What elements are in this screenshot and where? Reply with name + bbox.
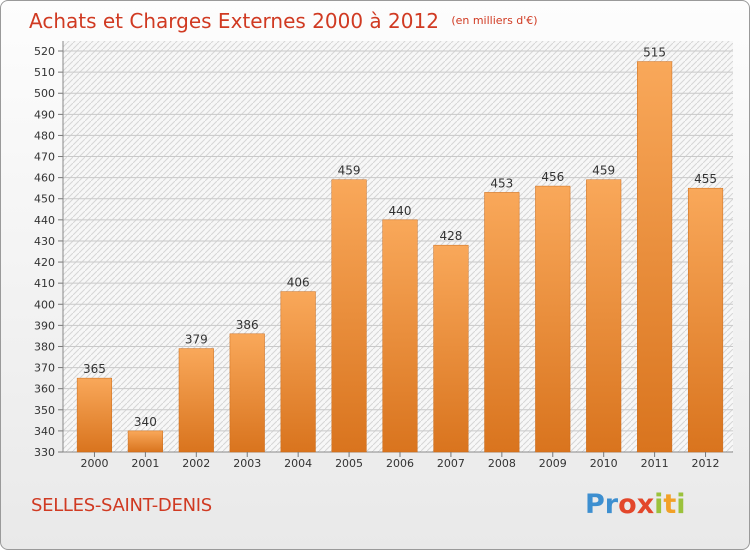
proxiti-logo: Proxiti <box>585 489 686 520</box>
data-labels: 365 340 379 386 406 459 440 428 453 456 459 515 455 <box>83 46 717 429</box>
x-tick-label: 2007 <box>437 457 465 470</box>
x-tick-label: 2011 <box>641 457 669 470</box>
x-tick-label: 2012 <box>692 457 720 470</box>
data-label: 456 <box>541 170 564 184</box>
logo-letter: t <box>663 489 677 520</box>
data-label: 340 <box>134 415 157 429</box>
y-tick-label: 450 <box>34 193 55 206</box>
x-tick-label: 2006 <box>386 457 414 470</box>
data-label: 379 <box>185 333 208 347</box>
bar <box>127 430 163 453</box>
data-label: 453 <box>490 176 513 190</box>
data-label: 515 <box>643 46 666 60</box>
chart-title: Achats et Charges Externes 2000 à 2012 (… <box>29 9 538 33</box>
logo-letter: i <box>676 489 686 520</box>
bar <box>229 333 265 453</box>
bar <box>178 348 214 453</box>
x-tick-label: 2004 <box>284 457 312 470</box>
y-tick-label: 510 <box>34 66 55 79</box>
bar <box>535 185 571 453</box>
bar <box>586 179 622 453</box>
y-tick-label: 390 <box>34 319 55 332</box>
y-tick-label: 400 <box>34 298 55 311</box>
x-tick-label: 2002 <box>182 457 210 470</box>
chart-title-text: Achats et Charges Externes 2000 à 2012 <box>29 9 439 33</box>
y-tick-label: 520 <box>34 45 55 58</box>
y-tick-label: 420 <box>34 256 55 269</box>
data-label: 428 <box>439 229 462 243</box>
commune-name: SELLES-SAINT-DENIS <box>31 495 212 516</box>
y-axis-ticks: 330 340 350 360 370 380 390 400 410 420 430 440 450 4… <box>34 45 55 459</box>
x-axis-ticks: 2000 2001 2002 2003 2004 2005 2006 2007 2008 2009… <box>80 452 720 470</box>
bar <box>484 192 520 453</box>
logo-letter: i <box>654 489 664 520</box>
logo-letter: x <box>636 489 655 520</box>
bar <box>280 291 316 453</box>
bar <box>687 187 724 453</box>
data-label: 406 <box>287 276 310 290</box>
x-tick-label: 2001 <box>131 457 159 470</box>
y-tick-label: 360 <box>34 383 55 396</box>
bar <box>433 244 469 453</box>
x-tick-label: 2005 <box>335 457 363 470</box>
y-tick-label: 460 <box>34 172 55 185</box>
data-label: 440 <box>389 204 412 218</box>
y-tick-label: 370 <box>34 362 55 375</box>
logo-letter: r <box>604 489 619 520</box>
data-label: 386 <box>236 318 259 332</box>
bars <box>76 61 724 453</box>
y-tick-label: 380 <box>34 340 55 353</box>
bar <box>331 179 367 453</box>
y-tick-label: 330 <box>34 446 55 459</box>
y-tick-label: 490 <box>34 108 55 121</box>
y-tick-label: 480 <box>34 129 55 142</box>
bar <box>637 61 673 453</box>
y-tick-label: 470 <box>34 151 55 164</box>
y-tick-label: 430 <box>34 235 55 248</box>
y-tick-label: 350 <box>34 404 55 417</box>
chart-unit-label: (en milliers d'€) <box>451 14 538 27</box>
logo-letter: o <box>618 489 637 520</box>
y-tick-label: 340 <box>34 425 55 438</box>
data-label: 459 <box>338 164 361 178</box>
data-label: 455 <box>694 172 717 186</box>
data-label: 459 <box>592 164 615 178</box>
x-tick-label: 2008 <box>488 457 516 470</box>
data-label: 365 <box>83 362 106 376</box>
y-tick-label: 410 <box>34 277 55 290</box>
y-tick-label: 440 <box>34 214 55 227</box>
bar <box>382 219 418 453</box>
x-tick-label: 2010 <box>590 457 618 470</box>
bar <box>76 377 113 453</box>
x-tick-label: 2003 <box>233 457 261 470</box>
y-tick-label: 500 <box>34 87 55 100</box>
logo-letter: P <box>585 489 605 520</box>
x-tick-label: 2000 <box>80 457 108 470</box>
x-tick-label: 2009 <box>539 457 567 470</box>
